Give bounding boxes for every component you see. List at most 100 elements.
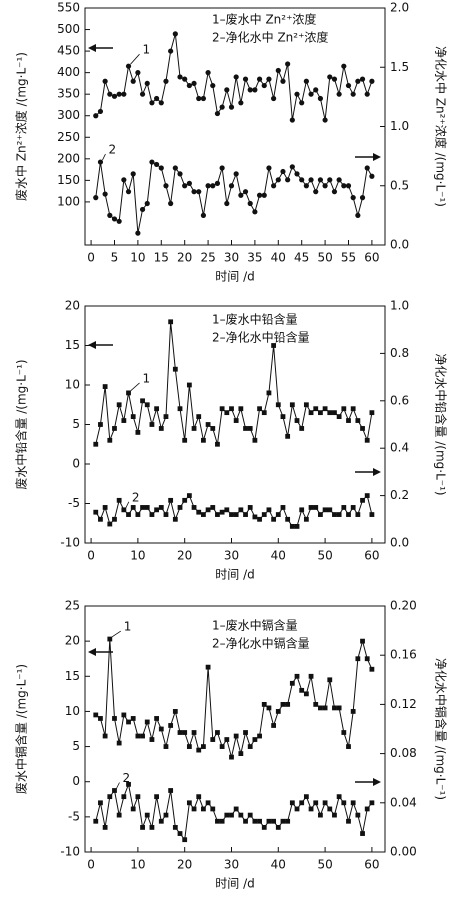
data-point	[327, 410, 333, 416]
data-point	[271, 723, 277, 728]
data-point	[261, 82, 267, 89]
data-point	[280, 818, 286, 824]
data-point	[158, 165, 164, 171]
data-point	[139, 91, 146, 97]
data-point	[364, 165, 370, 171]
data-point	[135, 512, 141, 517]
data-point	[93, 509, 99, 515]
data-point	[111, 93, 118, 99]
data-point	[285, 433, 291, 439]
y-tick-label: 150	[57, 173, 80, 187]
x-tick-label: 35	[247, 251, 262, 265]
data-point	[112, 716, 117, 721]
plot-frame	[84, 605, 386, 853]
x-axis-label: 时间 /d	[215, 877, 254, 891]
data-point	[285, 177, 291, 183]
y-tick-label: 450	[57, 44, 80, 58]
data-point	[322, 507, 328, 513]
data-point	[144, 812, 150, 818]
data-point	[201, 744, 206, 749]
data-point	[299, 426, 305, 431]
data-point	[341, 183, 347, 189]
y-axis-label: 废水中镉含量 /(mg·L⁻¹)	[14, 664, 29, 794]
x-tick-label: 45	[294, 251, 309, 265]
y2-tick-label: 1.0	[390, 299, 409, 313]
data-point	[271, 95, 277, 102]
panel: 0 10 20 30 40 50 60 -10 -5 0 5 10 15 20 25 0.00 0.04 0.08…	[14, 599, 449, 891]
data-point	[322, 406, 328, 412]
data-point	[186, 382, 192, 388]
data-point	[280, 78, 286, 84]
y2-tick-label: 0.04	[390, 795, 417, 809]
data-point	[214, 180, 221, 186]
data-point	[140, 398, 145, 404]
data-point	[313, 800, 319, 806]
data-point	[313, 406, 319, 412]
data-point	[135, 230, 141, 236]
data-point	[93, 195, 99, 201]
x-tick-label: 55	[341, 251, 356, 265]
data-point	[355, 212, 361, 218]
data-point	[196, 794, 202, 800]
annotation: 2	[108, 143, 116, 157]
data-point	[219, 104, 225, 110]
data-point	[196, 509, 202, 515]
data-point	[322, 705, 328, 711]
series-line	[95, 782, 373, 841]
annotation-leader	[102, 153, 106, 161]
y2-tick-label: 0.12	[390, 697, 417, 711]
data-point	[177, 74, 183, 80]
data-point	[93, 113, 99, 119]
data-point	[126, 512, 131, 517]
data-point	[158, 505, 164, 510]
data-point	[327, 806, 333, 812]
data-point	[369, 666, 375, 672]
data-point	[186, 800, 192, 806]
data-point	[336, 91, 342, 97]
data-point	[242, 189, 249, 195]
data-point	[210, 426, 216, 431]
legend-entry: 1–废水中 Zn²⁺浓度	[212, 12, 316, 27]
data-point	[168, 497, 174, 503]
data-point	[107, 521, 113, 527]
data-point	[318, 512, 323, 517]
data-point	[364, 656, 370, 662]
data-point	[140, 733, 145, 739]
data-point	[93, 818, 99, 824]
data-point	[196, 189, 202, 195]
data-point	[177, 406, 183, 412]
data-point	[360, 497, 365, 503]
data-point	[238, 507, 244, 513]
data-point	[158, 426, 164, 431]
arrow-left-head	[88, 648, 96, 656]
data-point	[121, 177, 127, 183]
data-point	[121, 418, 127, 423]
data-point	[121, 712, 127, 718]
y-tick-label: 25	[65, 599, 80, 613]
data-point	[93, 441, 99, 447]
data-point	[210, 806, 216, 812]
data-point	[294, 91, 300, 97]
y-tick-label: -5	[68, 496, 80, 510]
data-point	[172, 709, 178, 714]
data-point	[102, 825, 108, 830]
data-point	[149, 422, 155, 427]
data-point	[318, 705, 323, 711]
data-point	[332, 705, 337, 711]
data-point	[98, 516, 103, 522]
data-point	[98, 800, 103, 806]
data-point	[308, 91, 314, 97]
data-point	[369, 78, 375, 84]
y-tick-label: 10	[65, 704, 80, 718]
data-point	[97, 159, 104, 165]
data-point	[303, 183, 309, 189]
data-point	[266, 818, 272, 824]
data-point	[191, 189, 197, 195]
data-point	[364, 493, 370, 498]
data-point	[299, 177, 305, 183]
y-tick-label: 10	[65, 378, 80, 392]
annotation-leader	[111, 630, 122, 638]
data-point	[238, 192, 244, 198]
data-point	[177, 505, 183, 510]
